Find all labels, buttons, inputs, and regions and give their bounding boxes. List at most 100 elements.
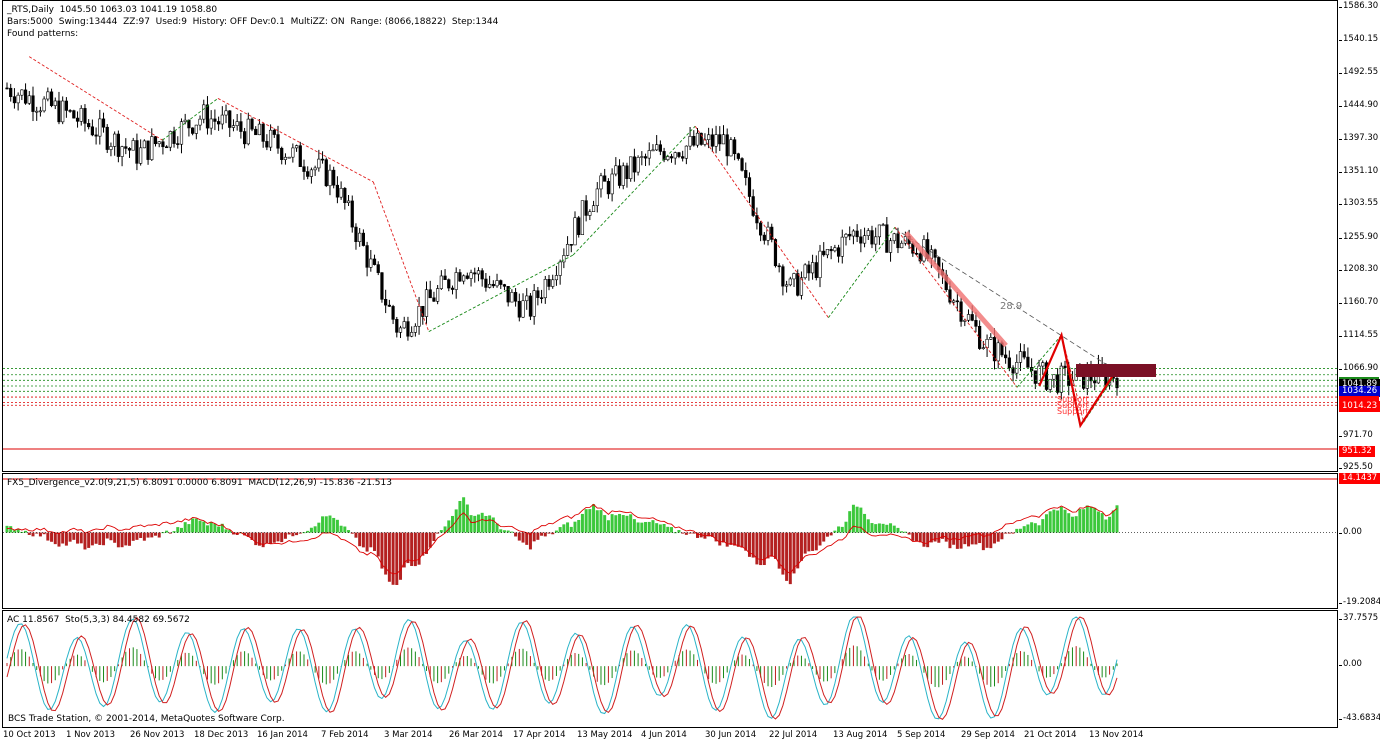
divergence-bar: [150, 532, 154, 538]
candle-body: [684, 145, 688, 159]
candle-body: [1063, 365, 1067, 369]
divergence-bar: [165, 530, 169, 533]
divergence-bar: [514, 532, 518, 537]
divergence-bar: [421, 532, 425, 556]
divergence-bar: [46, 532, 50, 541]
candle-body: [49, 91, 54, 106]
divergence-bar: [848, 511, 852, 533]
date-label: 21 Oct 2014: [1024, 730, 1077, 740]
candle-body: [339, 188, 343, 198]
divergence-bar: [666, 526, 670, 533]
price-tick: 1114.55: [1338, 330, 1379, 340]
divergence-bar: [283, 532, 287, 539]
divergence-bar: [213, 523, 217, 533]
candle-body: [191, 127, 195, 134]
candle-body: [23, 89, 28, 104]
zigzag-line: [828, 226, 896, 318]
divergence-bar: [450, 515, 454, 533]
candle-body: [64, 100, 68, 111]
candle-body: [139, 147, 143, 164]
divergence-bar: [90, 532, 94, 546]
divergence-bar: [855, 506, 859, 533]
candle-body: [770, 226, 774, 240]
candle-body: [1093, 380, 1097, 384]
candle-body: [829, 249, 833, 252]
candle-body: [959, 301, 963, 322]
candle-body: [952, 300, 956, 303]
candle-body: [666, 156, 670, 161]
date-label: 17 Apr 2014: [513, 730, 566, 740]
divergence-bar: [120, 532, 124, 548]
divergence-bar: [328, 515, 332, 533]
support-labels: Support Support Support: [1057, 396, 1089, 416]
divergence-bar: [517, 532, 521, 541]
candle-body: [113, 133, 117, 147]
pattern-ratio-label: 28.9: [1000, 301, 1023, 312]
divergence-bar: [1000, 532, 1004, 540]
candle-body: [480, 270, 484, 280]
divergence-bar: [1052, 509, 1056, 533]
candle-body: [640, 156, 644, 158]
divergence-bar: [465, 504, 469, 533]
candle-body: [9, 87, 13, 97]
candle-body: [955, 300, 959, 303]
divergence-bar: [788, 532, 792, 585]
divergence-bar: [566, 522, 570, 533]
stochastic-pane[interactable]: AC 11.8567 Sto(5,3,3) 84.4582 69.5672 BC…: [2, 610, 1338, 728]
divergence-bar: [1056, 510, 1060, 533]
divergence-bar: [462, 497, 466, 533]
divergence-bar: [870, 523, 874, 533]
divergence-bar: [1022, 526, 1026, 533]
price-axis: 1586.30 1540.15 1492.55 1444.90 1397.30 …: [1338, 0, 1380, 472]
price-chart-svg: [3, 56, 1337, 450]
divergence-bar: [12, 530, 16, 533]
divergence-pane[interactable]: FX5_Divergence_v2.0(9,21,5) 6.8091 0.000…: [2, 473, 1338, 609]
divergence-bar: [172, 531, 176, 533]
candle-body: [87, 123, 91, 128]
divergence-bar: [332, 517, 336, 533]
divergence-bar: [124, 532, 128, 546]
divergence-bar: [228, 529, 232, 533]
divergence-bar: [376, 532, 380, 557]
candle-body: [205, 104, 210, 129]
candle-body: [217, 121, 221, 125]
stochastic-chart-svg: [6, 616, 1118, 720]
divergence-bar: [840, 526, 844, 533]
zigzag-line: [894, 226, 1018, 388]
divergence-bar: [592, 504, 596, 533]
candle-body: [759, 222, 763, 236]
candle-body: [721, 134, 726, 145]
divergence-bar: [978, 532, 982, 544]
divergence-bar: [825, 532, 829, 537]
candle-body: [168, 131, 172, 148]
divergence-bar: [610, 514, 614, 533]
candle-body: [521, 300, 525, 318]
divergence-bar: [1093, 507, 1097, 533]
stochastic-tick: -43.6834: [1338, 713, 1380, 723]
divergence-bar: [309, 527, 313, 533]
candle-body: [224, 110, 228, 116]
candle-body: [736, 153, 740, 159]
chart-header-line1: _RTS,Daily 1045.50 1063.03 1041.19 1058.…: [7, 5, 218, 15]
divergence-bar: [714, 532, 718, 542]
candle-body: [27, 95, 31, 104]
candle-body: [484, 278, 488, 288]
candle-body: [543, 279, 547, 299]
candle-body: [948, 289, 952, 303]
candle-body: [306, 171, 310, 177]
divergence-bar: [142, 532, 146, 541]
candle-body: [280, 147, 284, 160]
divergence-bar: [157, 532, 161, 538]
candle-body: [573, 217, 577, 246]
divergence-bar: [183, 522, 187, 533]
candle-body: [176, 143, 180, 145]
divergence-bar: [510, 531, 514, 533]
candle-body: [127, 148, 132, 151]
candle-body: [551, 279, 555, 287]
stochastic-tick: 37.7575: [1338, 613, 1379, 623]
divergence-bar: [202, 521, 206, 533]
price-pane[interactable]: _RTS,Daily 1045.50 1063.03 1041.19 1058.…: [2, 0, 1338, 472]
divergence-bar: [410, 532, 414, 566]
candle-body: [83, 108, 87, 124]
divergence-bar: [257, 532, 261, 546]
